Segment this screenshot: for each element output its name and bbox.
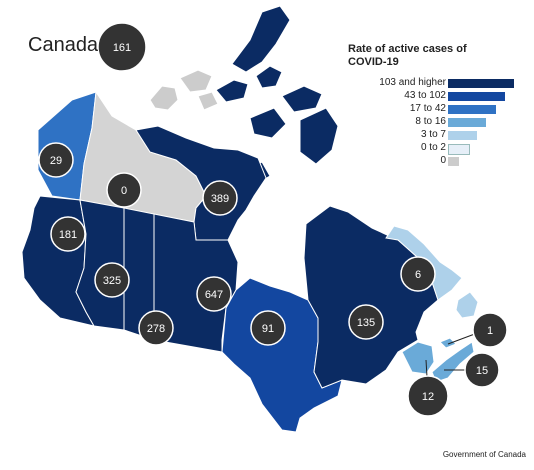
arctic-island-gray-1 (149, 85, 179, 111)
legend-item-swatch (448, 144, 470, 155)
legend-item-label: 0 (440, 155, 446, 166)
marker-nova-scotia[interactable]: 15 (464, 352, 500, 388)
legend-item-label: 43 to 102 (404, 90, 446, 101)
legend-item-label: 8 to 16 (415, 116, 446, 127)
marker-yukon-circle (38, 142, 74, 178)
marker-newfoundland-and-labrador-circle (400, 256, 436, 292)
map-title: Canada (28, 34, 99, 56)
marker-alberta-circle (94, 262, 130, 298)
arctic-island-gray-3 (197, 91, 219, 111)
marker-saskatchewan-circle (138, 310, 174, 346)
map-credit: Government of Canada (442, 450, 526, 459)
marker-northwest-territories[interactable]: 0 (106, 172, 142, 208)
map-legend: Rate of active cases of COVID-19 103 and… (348, 43, 528, 168)
legend-item-swatch (448, 79, 514, 88)
arctic-island-6 (249, 107, 287, 139)
region-markers: 29 0 389 181 325 278 647 91 135 6 1 12 15 161 (38, 22, 508, 417)
arctic-island-1 (231, 5, 291, 73)
region-quebec[interactable] (303, 205, 439, 389)
legend-item: 0 to 2 (348, 142, 528, 155)
marker-new-brunswick-circle (407, 375, 449, 417)
marker-ontario-label: 91 (262, 323, 274, 335)
marker-saskatchewan-label: 278 (147, 323, 165, 335)
marker-british-columbia-circle (50, 216, 86, 252)
legend-rows: 103 and higher 43 to 102 17 to 42 8 to 16 3 … (348, 77, 528, 168)
legend-item-label: 3 to 7 (420, 129, 446, 140)
marker-canada-label: 161 (113, 42, 131, 54)
marker-manitoba-circle (196, 276, 232, 312)
legend-item: 0 (348, 155, 528, 168)
marker-northwest-territories-label: 0 (121, 185, 127, 197)
region-newfoundland-island[interactable] (455, 291, 479, 319)
arctic-island-3 (255, 65, 283, 89)
marker-yukon-label: 29 (50, 155, 62, 167)
arctic-island-2 (215, 79, 249, 103)
arctic-island-5 (299, 107, 339, 165)
marker-prince-edward-island[interactable]: 1 (472, 312, 508, 348)
arctic-island-4 (281, 85, 323, 113)
marker-new-brunswick[interactable]: 12 (407, 375, 449, 417)
region-nunavut[interactable] (135, 125, 267, 241)
legend-item-swatch (448, 118, 486, 127)
legend-item: 17 to 42 (348, 103, 528, 116)
marker-nova-scotia-circle (464, 352, 500, 388)
marker-quebec[interactable]: 135 (348, 304, 384, 340)
marker-nunavut-circle (202, 180, 238, 216)
marker-northwest-territories-circle (106, 172, 142, 208)
marker-canada-circle (97, 22, 147, 72)
marker-manitoba-label: 647 (205, 289, 223, 301)
marker-new-brunswick-label: 12 (422, 391, 434, 403)
legend-title: Rate of active cases of COVID-19 (348, 43, 467, 68)
marker-alberta[interactable]: 325 (94, 262, 130, 298)
marker-prince-edward-island-circle (472, 312, 508, 348)
marker-ontario[interactable]: 91 (250, 310, 286, 346)
marker-british-columbia[interactable]: 181 (50, 216, 86, 252)
marker-canada[interactable]: 161 (97, 22, 147, 72)
legend-item-label: 0 to 2 (420, 142, 446, 153)
marker-manitoba[interactable]: 647 (196, 276, 232, 312)
legend-item-swatch (448, 131, 477, 140)
legend-item-swatch (448, 105, 496, 114)
marker-prince-edward-island-label: 1 (487, 325, 493, 337)
marker-quebec-label: 135 (357, 317, 375, 329)
legend-item-label: 17 to 42 (409, 103, 446, 114)
marker-quebec-circle (348, 304, 384, 340)
marker-ontario-circle (250, 310, 286, 346)
marker-yukon[interactable]: 29 (38, 142, 74, 178)
marker-newfoundland-and-labrador-label: 6 (415, 269, 421, 281)
legend-item: 3 to 7 (348, 129, 528, 142)
legend-item: 103 and higher (348, 77, 528, 90)
marker-newfoundland-and-labrador[interactable]: 6 (400, 256, 436, 292)
marker-saskatchewan[interactable]: 278 (138, 310, 174, 346)
legend-item: 8 to 16 (348, 116, 528, 129)
marker-british-columbia-label: 181 (59, 229, 77, 241)
arctic-islands (149, 5, 339, 185)
legend-item-swatch (448, 157, 459, 166)
legend-item: 43 to 102 (348, 90, 528, 103)
arctic-island-gray-2 (179, 69, 213, 93)
marker-nunavut[interactable]: 389 (202, 180, 238, 216)
legend-item-swatch (448, 92, 505, 101)
marker-alberta-label: 325 (103, 275, 121, 287)
marker-nunavut-label: 389 (211, 193, 229, 205)
legend-item-label: 103 and higher (379, 77, 446, 88)
marker-nova-scotia-label: 15 (476, 365, 488, 377)
region-prince-edward-island[interactable] (439, 337, 457, 349)
